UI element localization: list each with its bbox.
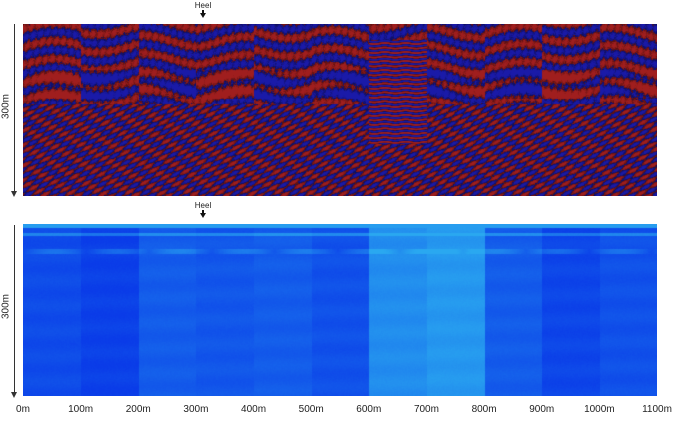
heel-label: Heel xyxy=(194,201,212,210)
heel-label: Heel xyxy=(194,1,212,10)
x-tick-label: 1100m xyxy=(642,404,672,415)
energy-image xyxy=(23,224,657,396)
depth-axis-label: 300m xyxy=(0,94,12,120)
x-tick-label: 800m xyxy=(471,404,497,415)
x-tick-label: 900m xyxy=(529,404,555,415)
down-arrow-head-icon xyxy=(200,213,206,218)
down-arrow-icon xyxy=(11,191,17,197)
waveform-image xyxy=(23,24,657,196)
heel-marker-bottom: Heel xyxy=(188,201,218,218)
depth-axis-line xyxy=(11,24,17,197)
depth-axis-line xyxy=(11,225,17,398)
depth-axis-label: 300m xyxy=(0,294,12,320)
waveform-panel xyxy=(23,24,657,196)
x-tick-label: 400m xyxy=(241,404,267,415)
x-tick-label: 0m xyxy=(16,404,30,415)
x-tick-label: 700m xyxy=(413,404,439,415)
distance-axis: 0m 100m 200m 300m 400m 500m 600m 700m 800m 900m 10… xyxy=(0,404,688,418)
energy-panel xyxy=(23,224,657,396)
x-tick-label: 500m xyxy=(298,404,324,415)
down-arrow-icon xyxy=(11,392,17,398)
x-tick-label: 300m xyxy=(183,404,209,415)
down-arrow-icon xyxy=(202,10,204,14)
x-tick-label: 600m xyxy=(356,404,382,415)
down-arrow-icon xyxy=(202,210,204,214)
heel-marker-top: Heel xyxy=(188,1,218,18)
x-tick-label: 1000m xyxy=(584,404,615,415)
x-tick-label: 200m xyxy=(125,404,151,415)
x-tick-label: 100m xyxy=(68,404,94,415)
down-arrow-head-icon xyxy=(200,13,206,18)
